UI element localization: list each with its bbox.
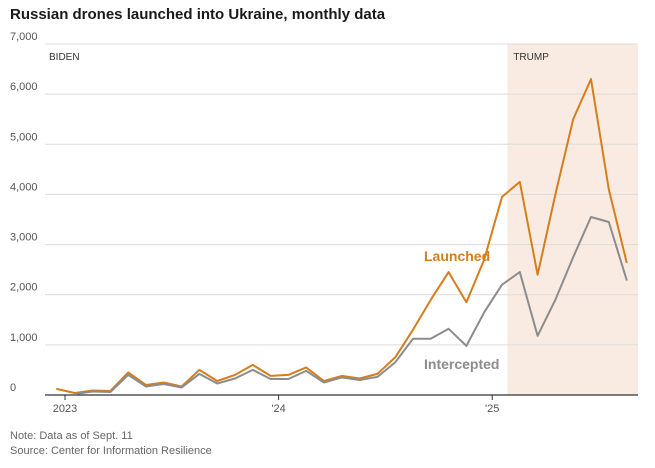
- series-line-launched: [56, 78, 628, 394]
- chart-title: Russian drones launched into Ukraine, mo…: [10, 6, 386, 23]
- gridlines: [45, 43, 638, 396]
- x-axis-ticks: 2023 '24 '25: [53, 395, 499, 415]
- x-tick-label: '24: [271, 403, 285, 415]
- era-labels: BIDEN TRUMP: [49, 52, 549, 63]
- y-tick-label: 1,000: [10, 332, 38, 344]
- x-tick-label: 2023: [53, 403, 77, 415]
- series-labels: Launched Intercepted: [424, 248, 499, 372]
- series-label-intercepted: Intercepted: [424, 356, 499, 372]
- x-tick-label: '25: [485, 403, 499, 415]
- source-note: Source: Center for Information Resilienc…: [10, 445, 212, 457]
- y-tick-label: 3,000: [10, 232, 38, 244]
- y-tick-label: 6,000: [10, 81, 38, 93]
- series-label-launched: Launched: [424, 248, 490, 264]
- y-tick-label: 0: [10, 382, 16, 394]
- y-tick-label: 4,000: [10, 181, 38, 193]
- series-line-intercepted: [73, 216, 628, 395]
- series-lines: [56, 78, 628, 395]
- y-axis-ticks: 7,000 6,000 5,000 4,000 3,000 2,000 1,000 0: [10, 31, 38, 394]
- era-label-trump: TRUMP: [513, 52, 549, 63]
- era-label-biden: BIDEN: [49, 52, 80, 63]
- y-tick-label: 7,000: [10, 31, 38, 43]
- y-tick-label: 5,000: [10, 131, 38, 143]
- data-note: Note: Data as of Sept. 11: [10, 430, 133, 442]
- y-tick-label: 2,000: [10, 282, 38, 294]
- line-chart: 7,000 6,000 5,000 4,000 3,000 2,000 1,000 0 202…: [10, 31, 638, 415]
